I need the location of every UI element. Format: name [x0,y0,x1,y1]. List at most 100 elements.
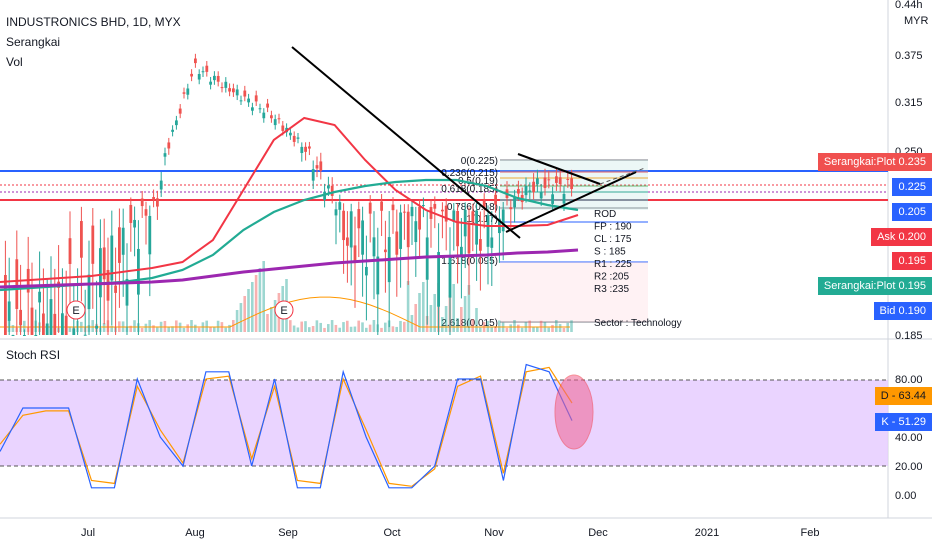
candle-body-18 [72,328,76,335]
candle-body-125 [479,239,482,251]
volume-bar-88 [338,327,341,332]
candle-body-87 [334,209,338,216]
candle-body-35 [137,248,140,295]
candle-body-45 [175,120,178,126]
candle-body-77 [296,137,300,139]
volume-bar-38 [148,320,151,332]
volume-bar-93 [357,320,360,332]
volume-bar-59 [228,324,231,332]
info-line-6: R3 :235 [594,284,629,295]
volume-bar-80 [308,327,311,332]
volume-bar-33 [129,325,132,332]
price-tag-3: Ask 0.200 [871,228,932,246]
candle-body-50 [194,58,197,64]
fib-label-1: 0.236(0.215) [441,168,498,179]
candle-body-48 [186,88,190,95]
candle-body-3 [15,259,19,309]
volume-bar-64 [247,289,250,332]
volume-bar-146 [558,324,562,332]
volume-bar-82 [315,320,319,332]
candle-body-71 [273,119,277,126]
candle-body-49 [190,73,193,77]
candle-body-93 [357,209,361,229]
candle-body-81 [311,169,315,181]
stoch-rsi-title[interactable]: Stoch RSI [6,348,61,362]
price-tick-top: 0.44h [895,0,923,11]
stoch-k-line [0,363,573,489]
candle-body-115 [441,209,444,212]
candle-body-94 [361,220,364,255]
candle-body-5 [23,335,26,336]
volume-bar-84 [323,327,326,332]
candle-body-98 [376,256,380,295]
candle-body-148 [566,178,570,180]
volume-bar-56 [216,320,220,332]
candle-body-54 [209,81,212,85]
fib-label-0: 0(0.225) [461,156,498,167]
candle-body-95 [365,266,368,276]
volume-bar-23 [91,320,94,332]
info-line-2: CL : 175 [594,234,632,245]
symbol-title[interactable]: INDUSTRONICS BHD, 1D, MYX [6,15,181,29]
candle-body-4 [19,309,22,325]
candle-body-75 [289,132,292,136]
volume-bar-127 [486,320,490,332]
candle-body-113 [433,203,437,209]
candle-body-126 [482,200,486,209]
volume-bar-28 [110,325,113,332]
rsi-tick-1: 40.00 [895,432,923,444]
volume-bar-120 [460,307,463,332]
earnings-marker-1 [274,300,294,320]
candle-body-34 [133,219,136,228]
volume-bar-143 [547,327,550,332]
fib-zone-bottom [500,262,648,322]
candle-body-76 [292,135,296,142]
volume-bar-87 [334,324,338,332]
volume-bar-130 [498,320,501,332]
candle-body-32 [125,278,129,306]
candle-body-105 [403,211,406,213]
volume-bar-43 [167,326,170,332]
candle-body-53 [205,65,209,72]
candle-body-68 [262,112,266,119]
volume-bar-49 [190,320,193,332]
candle-body-59 [228,88,231,92]
sector-label: Sector : Technology [594,318,682,329]
candle-body-141 [539,191,543,199]
candle-body-103 [395,231,399,255]
volume-bar-104 [399,320,402,332]
volume-bar-124 [475,308,478,332]
candle-body-11 [45,323,49,335]
time-tick-1: Aug [185,527,205,539]
candle-body-85 [327,185,330,189]
candle-body-64 [247,98,250,103]
candle-body-138 [528,190,532,192]
volume-bar-85 [327,324,330,332]
candle-body-133 [509,207,513,210]
candle-body-69 [266,103,269,108]
volume-bar-75 [289,320,292,332]
candle-body-109 [418,206,421,230]
volume-bar-139 [532,326,535,332]
volume-bar-113 [433,294,436,332]
indicator-vol[interactable]: Vol [6,55,23,69]
volume-bar-37 [144,323,148,332]
time-tick-6: 2021 [695,527,719,539]
candle-body-137 [524,186,528,196]
candle-body-63 [243,90,247,97]
candle-body-72 [277,118,281,120]
candle-body-140 [536,178,539,185]
volume-bar-149 [570,320,573,332]
candle-body-90 [346,237,349,246]
candle-body-129 [494,194,497,205]
volume-bar-60 [232,320,235,332]
candle-body-0 [4,275,7,335]
candle-body-61 [235,89,239,96]
volume-bar-95 [365,327,368,332]
volume-bar-110 [422,282,425,332]
volume-bar-100 [384,322,387,332]
indicator-serangkai[interactable]: Serangkai [6,35,61,49]
candle-body-38 [148,215,152,255]
